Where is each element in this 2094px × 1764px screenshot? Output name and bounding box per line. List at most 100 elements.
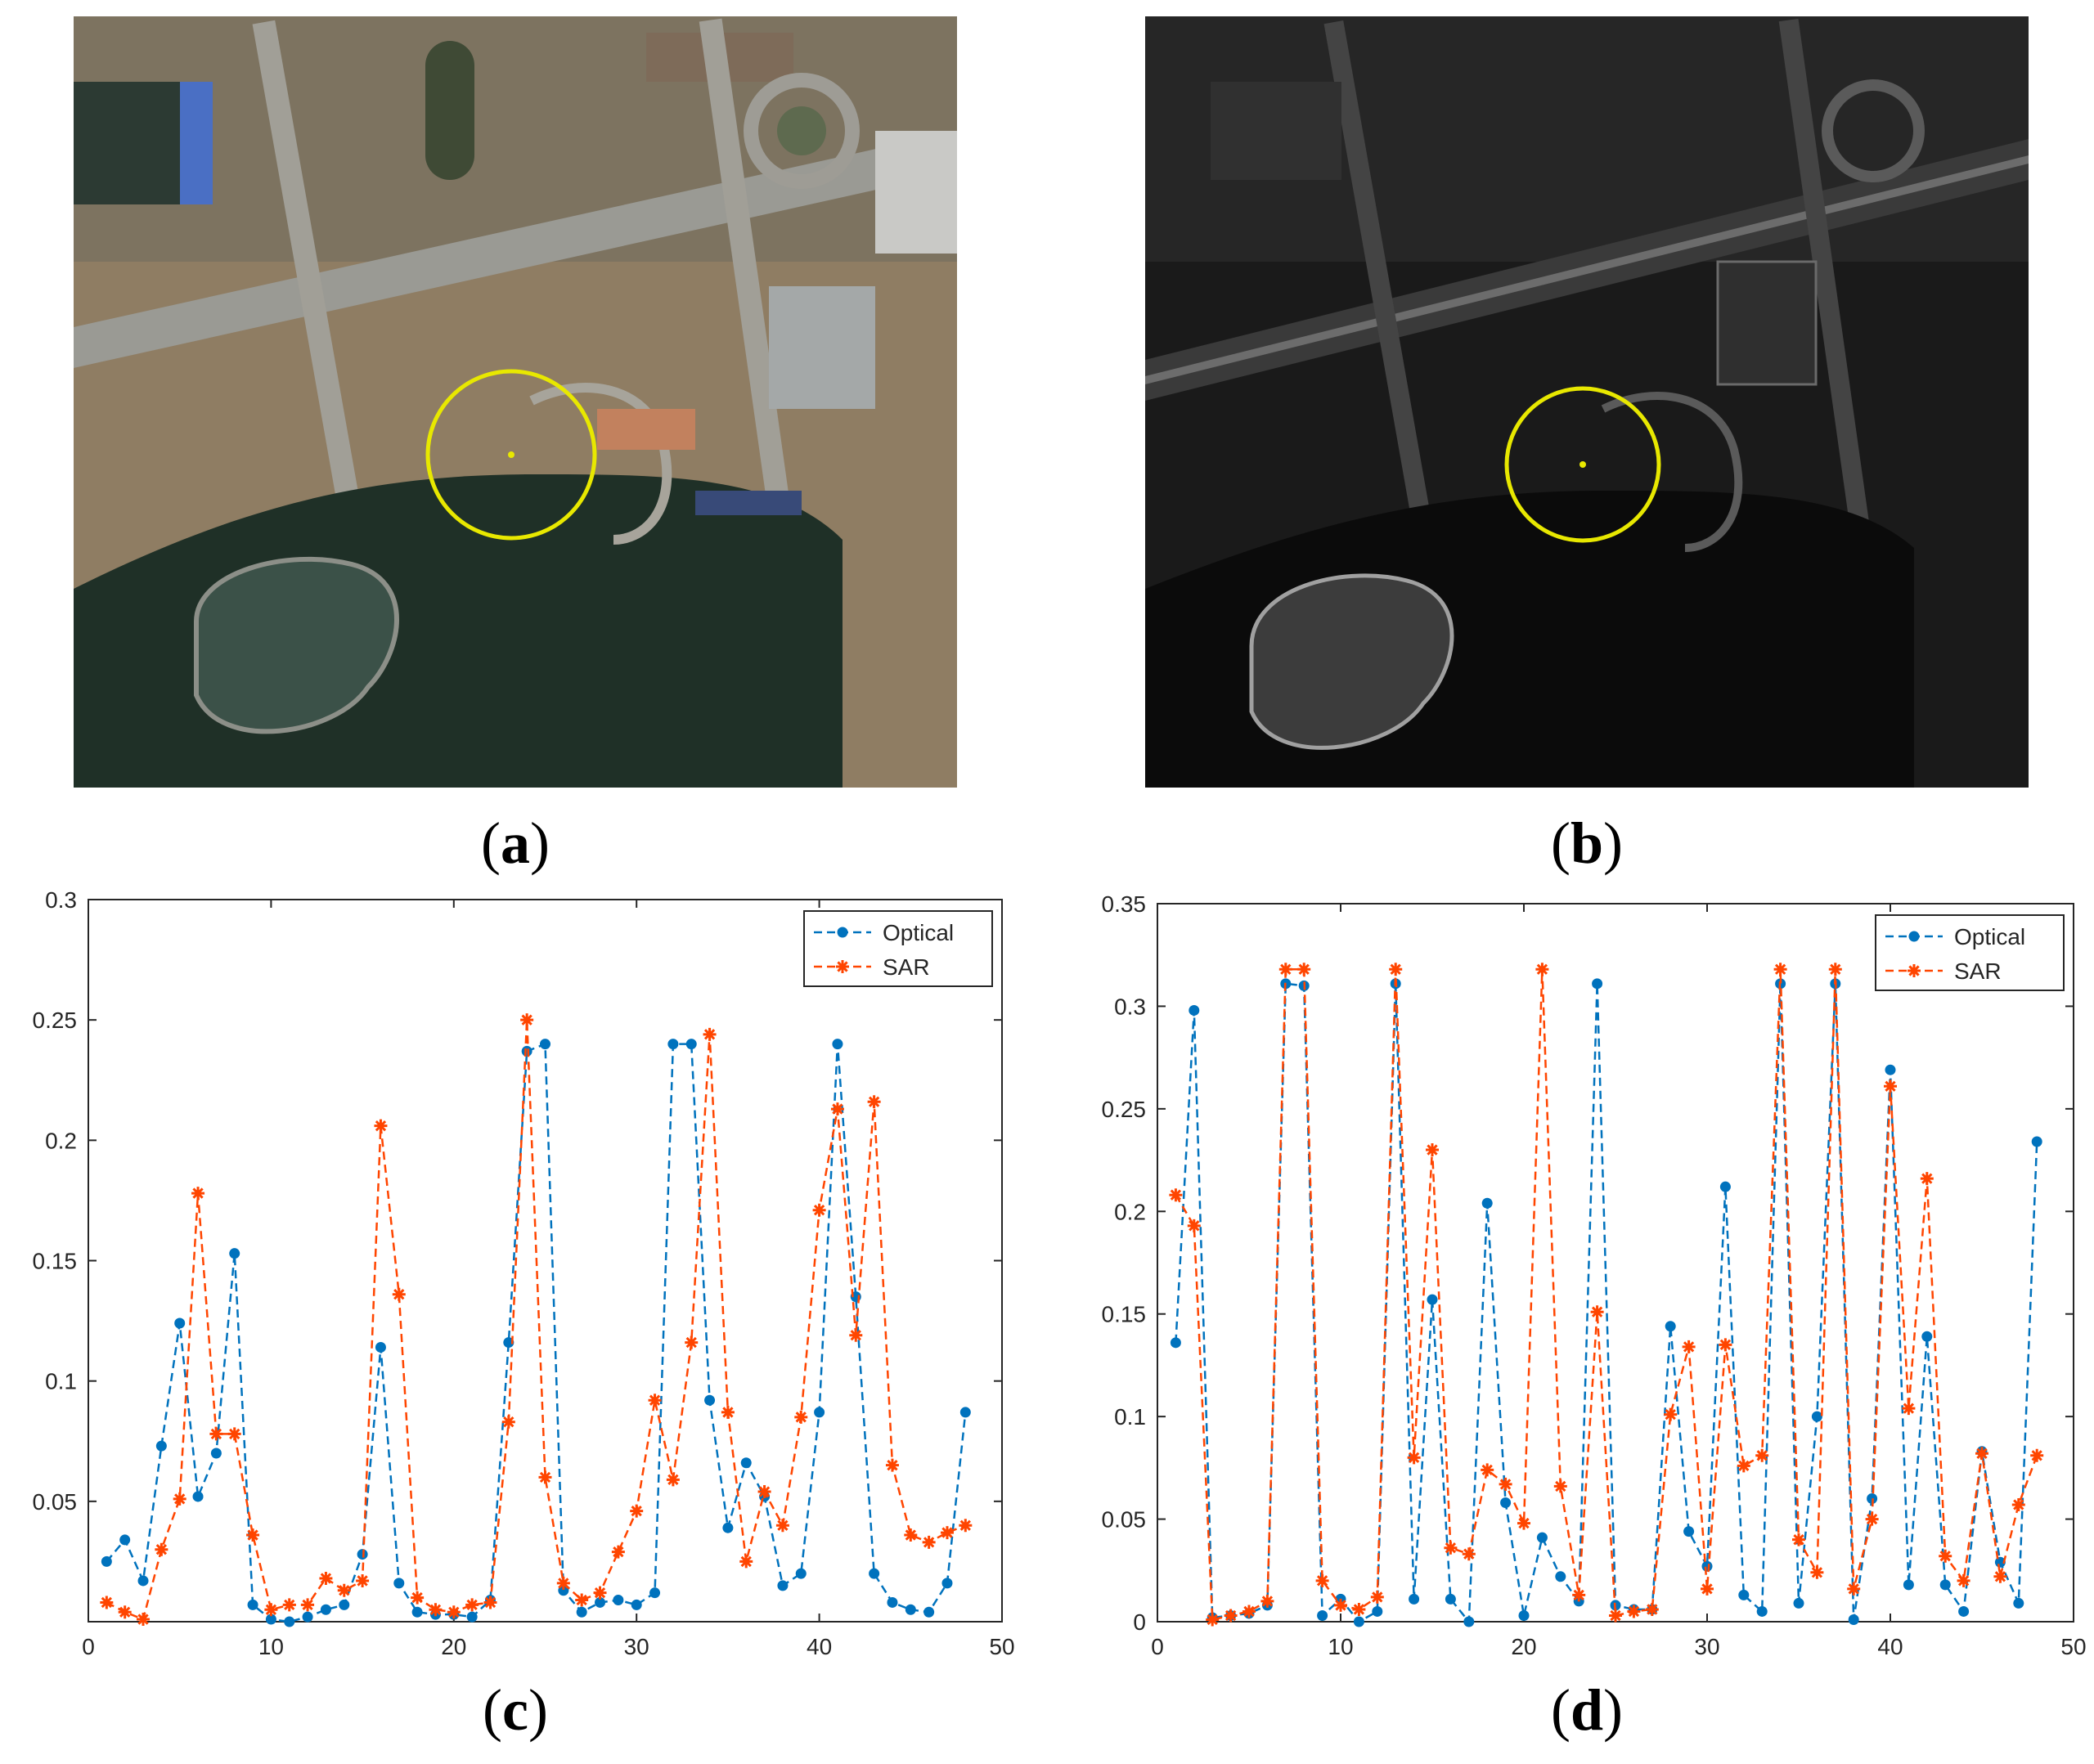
data-point [540, 1039, 550, 1050]
data-point [1884, 1079, 1897, 1093]
data-point [1975, 1447, 1988, 1461]
data-point [1683, 1526, 1695, 1537]
data-point [1170, 1337, 1181, 1349]
data-point [703, 1027, 717, 1041]
legend: Optical SAR [803, 910, 993, 987]
data-point [757, 1485, 771, 1499]
data-point [1847, 1582, 1861, 1596]
data-point [466, 1611, 478, 1623]
data-point [593, 1586, 607, 1600]
data-point [1773, 963, 1787, 976]
data-point [247, 1599, 258, 1610]
y-tick-label: 0.25 [1102, 1097, 1147, 1122]
data-point [1828, 963, 1842, 976]
data-point [558, 1585, 569, 1596]
data-point [447, 1605, 461, 1619]
legend-entry-sar: SAR [1885, 958, 2002, 984]
data-point [1921, 1331, 1933, 1342]
data-point [1500, 1497, 1512, 1509]
x-tick-label: 30 [1694, 1634, 1719, 1659]
data-point [1260, 1594, 1274, 1608]
legend-box [803, 910, 993, 987]
data-point [520, 1013, 534, 1027]
data-point [959, 1407, 971, 1418]
data-point [319, 1572, 333, 1586]
data-point [374, 1119, 388, 1133]
data-point [1518, 1609, 1530, 1621]
data-point [1902, 1402, 1916, 1416]
legend-label: Optical [1954, 924, 2025, 949]
data-point [1462, 1547, 1476, 1561]
y-tick-label: 0.05 [1102, 1507, 1147, 1533]
data-point [137, 1575, 149, 1587]
y-tick-label: 0.15 [33, 1249, 78, 1274]
data-point [1278, 963, 1292, 976]
legend-label: SAR [1954, 958, 2002, 984]
legend-box [1875, 914, 2065, 991]
data-point [191, 1187, 205, 1201]
data-point [1590, 1305, 1604, 1319]
data-point [339, 1599, 350, 1610]
region-circle-a [425, 369, 597, 541]
legend-marker [837, 927, 848, 938]
data-point [265, 1614, 276, 1625]
data-point [575, 1593, 589, 1607]
data-point [1389, 963, 1403, 976]
y-tick-label: 0.05 [33, 1489, 78, 1515]
series-sar [100, 1013, 973, 1627]
data-point [302, 1611, 313, 1623]
panel-label-d: (d) [1550, 1677, 1623, 1743]
y-tick-label: 0.3 [45, 887, 77, 913]
data-point [1939, 1549, 1952, 1563]
data-point [1463, 1616, 1475, 1627]
data-point [1536, 1532, 1548, 1543]
data-point [538, 1470, 552, 1484]
data-point [869, 1568, 880, 1579]
data-point [1372, 1605, 1383, 1617]
series-line-sar [106, 1020, 966, 1621]
data-point [941, 1578, 953, 1589]
sar-image [1145, 16, 2029, 788]
y-tick-label: 0.35 [1102, 891, 1147, 917]
data-point [320, 1604, 331, 1615]
data-point [1645, 1602, 1659, 1616]
data-point [137, 1613, 151, 1627]
legend-entry-sar: SAR [814, 954, 930, 980]
optical-satellite-image [74, 16, 957, 788]
optical-image-drawing [74, 16, 957, 788]
data-point [666, 1473, 680, 1487]
data-point [210, 1448, 222, 1459]
legend-label: SAR [883, 954, 930, 980]
data-point [429, 1603, 443, 1617]
data-point [1810, 1565, 1824, 1579]
data-point [832, 1039, 843, 1050]
data-point [1499, 1477, 1512, 1491]
data-point [1445, 1593, 1456, 1605]
data-point [1701, 1560, 1713, 1572]
y-tick-label: 0.3 [1114, 994, 1146, 1019]
data-point [155, 1542, 169, 1556]
data-point [849, 1328, 863, 1342]
data-point [375, 1341, 386, 1353]
y-tick-label: 0.15 [1102, 1302, 1147, 1327]
data-point [1737, 1459, 1750, 1473]
data-point [740, 1457, 752, 1469]
data-point [1719, 1338, 1732, 1352]
data-point [1206, 1613, 1220, 1627]
data-point [1664, 1407, 1678, 1421]
data-point [1885, 1064, 1896, 1075]
data-point [704, 1394, 716, 1406]
data-point [1627, 1605, 1641, 1618]
data-point [649, 1587, 661, 1599]
data-point [357, 1549, 368, 1560]
data-point [794, 1410, 808, 1424]
data-point [1555, 1571, 1566, 1582]
data-point [1682, 1340, 1696, 1353]
data-point [100, 1596, 114, 1609]
x-tick-label: 40 [807, 1634, 832, 1659]
x-tick-label: 40 [1877, 1634, 1903, 1659]
data-point [337, 1583, 351, 1597]
data-point [1224, 1609, 1238, 1623]
data-point [1444, 1541, 1458, 1555]
